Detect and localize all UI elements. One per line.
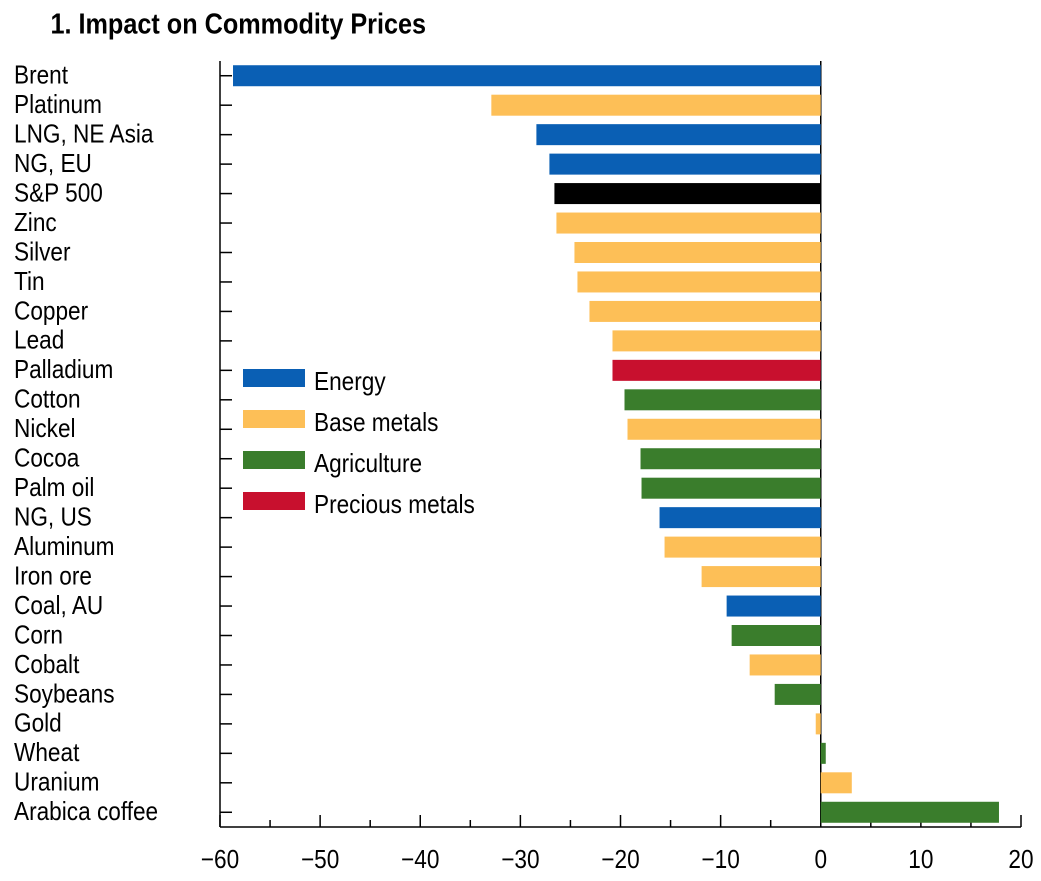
y-tick-label: Palm oil	[14, 474, 94, 503]
bar	[820, 801, 999, 823]
bar	[640, 448, 821, 470]
legend-label: Energy	[314, 367, 386, 396]
legend-swatch	[243, 369, 305, 387]
y-tick-label: Zinc	[14, 209, 57, 238]
y-tick-label: Palladium	[14, 356, 113, 385]
y-tick-label: Lead	[14, 326, 64, 355]
bar	[536, 124, 821, 146]
y-tick-label: Soybeans	[14, 680, 115, 709]
bar	[589, 300, 821, 322]
bar	[726, 595, 821, 617]
legend-swatch	[243, 492, 305, 510]
y-tick-label: Brent	[14, 61, 68, 90]
bar	[577, 271, 821, 293]
y-tick-label: Aluminum	[14, 533, 115, 562]
x-tick-label: 0	[814, 845, 827, 874]
x-tick-label: 10	[908, 845, 933, 874]
y-tick-label: Uranium	[14, 768, 99, 797]
y-tick-label: Iron ore	[14, 562, 92, 591]
bar	[701, 566, 821, 588]
x-tick-label: −40	[401, 845, 439, 874]
y-tick-label: Arabica coffee	[14, 798, 158, 827]
y-tick-label: Gold	[14, 709, 62, 738]
bar	[549, 153, 821, 175]
x-tick-label: 20	[1008, 845, 1033, 874]
y-tick-label: Wheat	[14, 739, 80, 768]
y-tick-label: Platinum	[14, 91, 102, 120]
bar	[820, 772, 852, 794]
y-tick-label: Cocoa	[14, 444, 80, 473]
bar	[233, 65, 821, 87]
x-tick-label: −10	[701, 845, 739, 874]
x-tick-label: −30	[501, 845, 539, 874]
x-tick-label: −20	[601, 845, 639, 874]
bar	[491, 94, 821, 116]
legend-label: Base metals	[314, 408, 438, 437]
bar	[641, 477, 821, 499]
legend-label: Agriculture	[314, 449, 422, 478]
bar	[815, 713, 821, 735]
bar	[554, 183, 821, 205]
bar	[612, 359, 821, 381]
bar	[664, 536, 821, 558]
legend-swatch	[243, 451, 305, 469]
y-tick-label: Cotton	[14, 385, 81, 414]
bar	[749, 654, 821, 676]
bar	[574, 242, 821, 263]
legend-swatch	[243, 410, 305, 428]
bar	[820, 742, 826, 764]
y-tick-label: LNG, NE Asia	[14, 120, 154, 149]
x-tick-label: −60	[201, 845, 239, 874]
y-tick-label: Silver	[14, 238, 71, 267]
bar	[556, 212, 821, 234]
y-tick-label: Tin	[14, 267, 45, 296]
y-tick-label: Coal, AU	[14, 592, 103, 621]
bar	[612, 330, 821, 352]
y-tick-label: Nickel	[14, 415, 76, 444]
legend-label: Precious metals	[314, 490, 475, 519]
y-tick-label: Corn	[14, 621, 63, 650]
y-tick-label: Copper	[14, 297, 88, 326]
chart-title: 1. Impact on Commodity Prices	[50, 7, 426, 40]
bar	[659, 507, 821, 529]
y-tick-label: NG, EU	[14, 150, 92, 179]
bar	[731, 625, 821, 646]
y-tick-label: NG, US	[14, 503, 92, 532]
bar	[774, 683, 821, 705]
bar	[627, 418, 821, 440]
x-tick-label: −50	[301, 845, 339, 874]
y-tick-label: S&P 500	[14, 179, 103, 208]
y-tick-label: Cobalt	[14, 650, 80, 679]
bar	[624, 389, 821, 411]
